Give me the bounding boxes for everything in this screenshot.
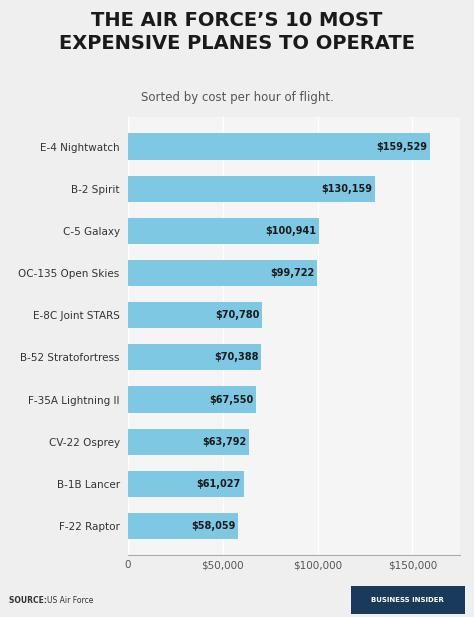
Text: US Air Force: US Air Force <box>47 595 94 605</box>
Text: $99,722: $99,722 <box>270 268 314 278</box>
Bar <box>128 513 238 539</box>
Bar <box>128 429 249 455</box>
Bar <box>128 133 430 160</box>
Text: $130,159: $130,159 <box>321 184 372 194</box>
Bar <box>128 471 244 497</box>
Text: BUSINESS INSIDER: BUSINESS INSIDER <box>371 597 444 603</box>
Text: $159,529: $159,529 <box>377 141 428 152</box>
Text: THE AIR FORCE’S 10 MOST
EXPENSIVE PLANES TO OPERATE: THE AIR FORCE’S 10 MOST EXPENSIVE PLANES… <box>59 11 415 53</box>
Bar <box>128 260 317 286</box>
Bar <box>128 176 375 202</box>
Text: Sorted by cost per hour of flight.: Sorted by cost per hour of flight. <box>141 91 333 104</box>
FancyBboxPatch shape <box>351 586 465 613</box>
Text: $63,792: $63,792 <box>202 437 246 447</box>
Text: $61,027: $61,027 <box>197 479 241 489</box>
Text: $70,388: $70,388 <box>214 352 259 362</box>
Text: $58,059: $58,059 <box>191 521 235 531</box>
Text: $100,941: $100,941 <box>265 226 317 236</box>
Bar <box>128 344 262 370</box>
Bar <box>128 386 256 413</box>
Bar <box>128 302 262 328</box>
Text: SOURCE:: SOURCE: <box>9 595 50 605</box>
Text: $70,780: $70,780 <box>215 310 259 320</box>
Text: $67,550: $67,550 <box>209 394 253 405</box>
Bar <box>128 218 319 244</box>
